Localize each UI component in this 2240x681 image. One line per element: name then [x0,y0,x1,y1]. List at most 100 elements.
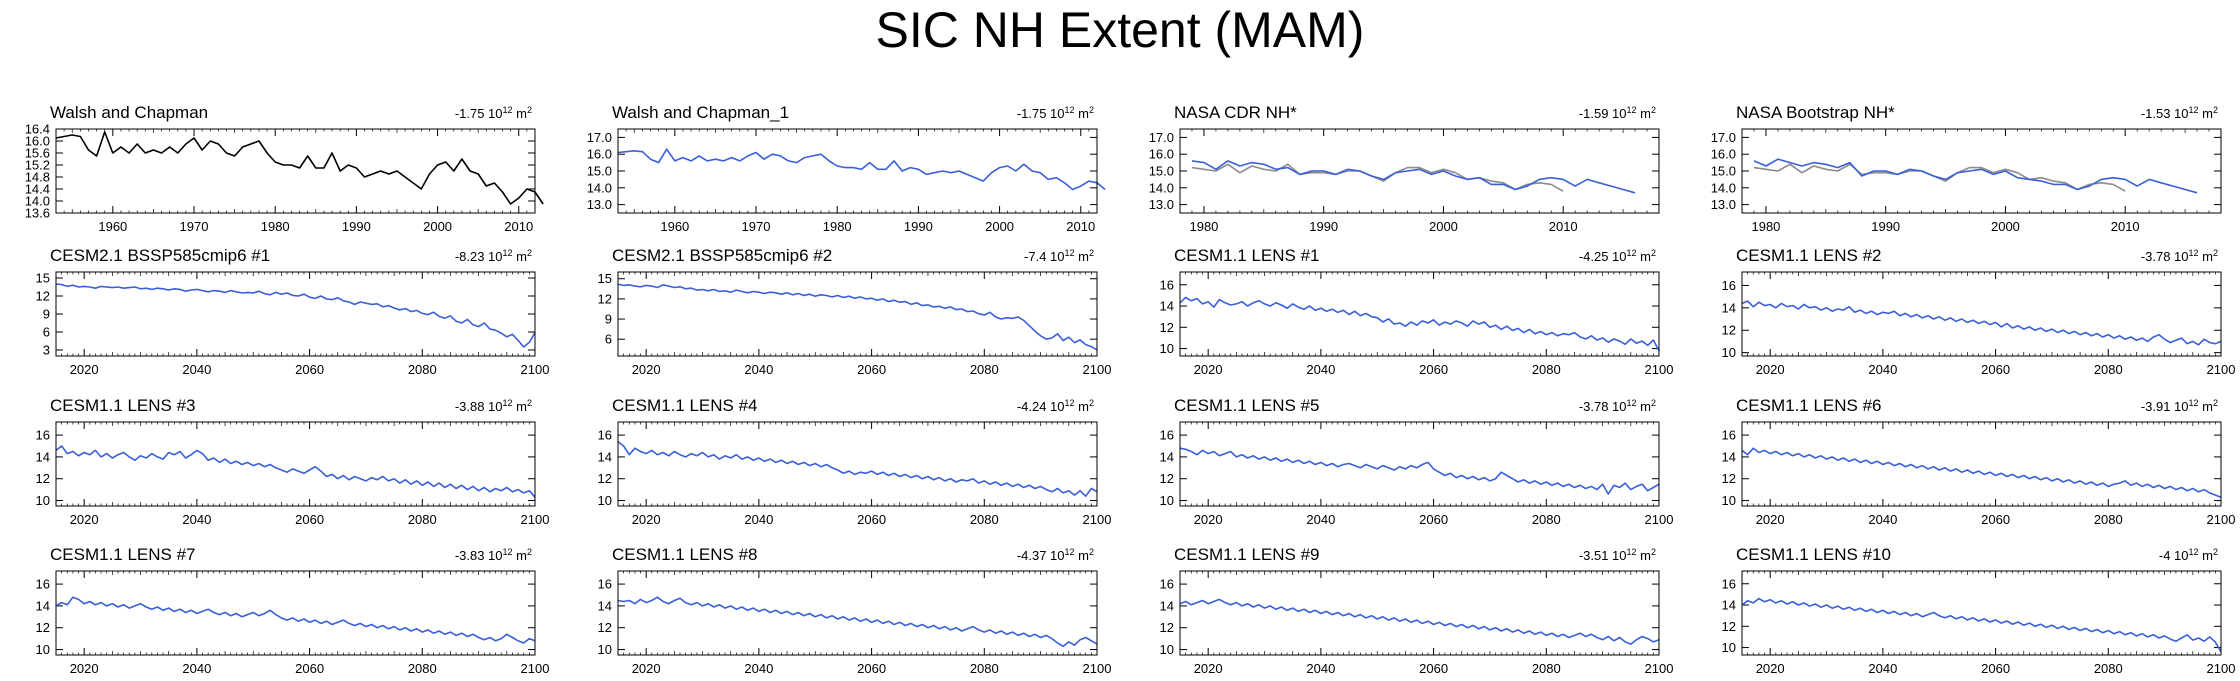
x-tick-label: 2020 [1194,362,1223,377]
plot-frame [1741,570,2222,656]
x-tick-label: 2080 [970,362,999,377]
y-tick-label: 14 [1722,598,1736,613]
y-tick-label: 14.0 [1711,180,1736,195]
x-tick-label: 2020 [1194,512,1223,527]
trend-label: -1.75 1012 m2 [1017,105,1094,121]
x-tick-label: 2020 [1756,661,1785,676]
y-tick-label: 16 [36,577,50,592]
x-tick-label: 2000 [985,219,1014,234]
trend-label: -3.83 1012 m2 [455,547,532,563]
x-tick-label: 2080 [1532,362,1561,377]
y-tick-label: 12 [36,471,50,486]
y-tick-label: 14 [598,449,612,464]
panel-6: CESM2.1 BSSP585cmip6 #2 -7.4 1012 m2 2020 2… [598,246,1112,377]
y-tick-label: 14 [1722,449,1736,464]
y-tick-label: 17.0 [587,130,612,145]
y-tick-label: 10 [598,642,612,657]
y-tick-label: 15 [36,271,50,286]
x-tick-label: 2020 [1756,512,1785,527]
y-tick-label: 16 [1722,278,1736,293]
y-tick-label: 16 [598,577,612,592]
x-tick-label: 2000 [1991,219,2020,234]
x-tick-label: 1980 [1189,219,1218,234]
trend-label: -1.59 1012 m2 [1579,105,1656,121]
y-tick-label: 14.0 [587,180,612,195]
panel-title: CESM1.1 LENS #9 [1174,545,1320,564]
y-tick-label: 10 [36,493,50,508]
x-tick-label: 2020 [632,512,661,527]
x-tick-label: 2040 [1306,661,1335,676]
x-tick-label: 1990 [342,219,371,234]
panel-title: Walsh and Chapman [50,103,208,122]
y-tick-label: 17.0 [1711,130,1736,145]
y-tick-label: 12 [1722,619,1736,634]
x-tick-label: 2080 [408,512,437,527]
panel-10: CESM1.1 LENS #4 -4.24 1012 m2 2020 2040 2060… [598,396,1112,527]
plot-frame [1179,271,1660,357]
y-tick-label: 12 [1722,471,1736,486]
y-tick-label: 10 [1722,345,1736,360]
y-tick-label: 16.4 [25,122,50,137]
x-tick-label: 1970 [180,219,209,234]
panel-11: CESM1.1 LENS #5 -3.78 1012 m2 2020 2040 2060… [1160,396,1674,527]
x-tick-label: 2100 [521,661,550,676]
x-tick-label: 2060 [1981,661,2010,676]
y-tick-label: 15.6 [25,146,50,161]
trend-label: -3.78 1012 m2 [1579,398,1656,414]
x-tick-label: 2080 [970,512,999,527]
y-tick-label: 10 [1722,640,1736,655]
x-tick-label: 1990 [1871,219,1900,234]
x-tick-label: 2080 [408,661,437,676]
y-tick-label: 15.0 [1711,164,1736,179]
y-tick-label: 14.0 [1149,180,1174,195]
series-line [617,440,1098,498]
panel-12: CESM1.1 LENS #6 -3.91 1012 m2 2020 2040 2060… [1722,396,2236,527]
x-tick-label: 2080 [970,661,999,676]
y-tick-label: 13.0 [587,197,612,212]
trend-label: -3.51 1012 m2 [1579,547,1656,563]
panel-title: CESM1.1 LENS #1 [1174,246,1320,265]
trend-label: -4.25 1012 m2 [1579,248,1656,264]
trend-label: -1.75 1012 m2 [455,105,532,121]
x-tick-label: 1960 [98,219,127,234]
panel-13: CESM1.1 LENS #7 -3.83 1012 m2 2020 2040 2060… [36,545,550,676]
x-tick-label: 2020 [70,362,99,377]
x-tick-label: 1980 [1751,219,1780,234]
x-tick-label: 2060 [857,661,886,676]
series-line [1741,597,2222,653]
panel-title: NASA Bootstrap NH* [1736,103,1895,122]
series-line [617,596,1098,648]
x-tick-label: 2010 [2111,219,2140,234]
x-tick-label: 2100 [1645,362,1674,377]
y-tick-label: 6 [43,325,50,340]
y-tick-label: 12 [36,620,50,635]
series-line [617,283,1098,351]
x-tick-label: 2100 [1083,661,1112,676]
y-tick-label: 16 [1160,277,1174,292]
x-tick-label: 2100 [1645,512,1674,527]
plot-frame [1741,421,2222,507]
x-tick-label: 1960 [660,219,689,234]
series-line [617,148,1106,191]
plot-frame [55,421,536,507]
y-tick-label: 9 [43,307,50,322]
series-line [1191,163,1564,192]
panel-2: Walsh and Chapman_1 -1.75 1012 m2 1960 1970… [587,103,1106,234]
y-tick-label: 16.0 [25,134,50,149]
y-tick-label: 10 [598,493,612,508]
y-tick-label: 13.6 [25,206,50,221]
x-tick-label: 2060 [1419,362,1448,377]
series-line [55,596,536,644]
panel-title: Walsh and Chapman_1 [612,103,789,122]
x-tick-label: 2100 [521,362,550,377]
x-tick-label: 2020 [70,661,99,676]
x-tick-label: 2060 [295,362,324,377]
x-tick-label: 2010 [1066,219,1095,234]
y-tick-label: 16.0 [587,147,612,162]
y-tick-label: 14 [36,449,50,464]
trend-label: -3.91 1012 m2 [2141,398,2218,414]
x-tick-label: 2080 [2094,362,2123,377]
panel-title: CESM1.1 LENS #4 [612,396,758,415]
x-tick-label: 2080 [1532,512,1561,527]
y-tick-label: 16.0 [1711,147,1736,162]
